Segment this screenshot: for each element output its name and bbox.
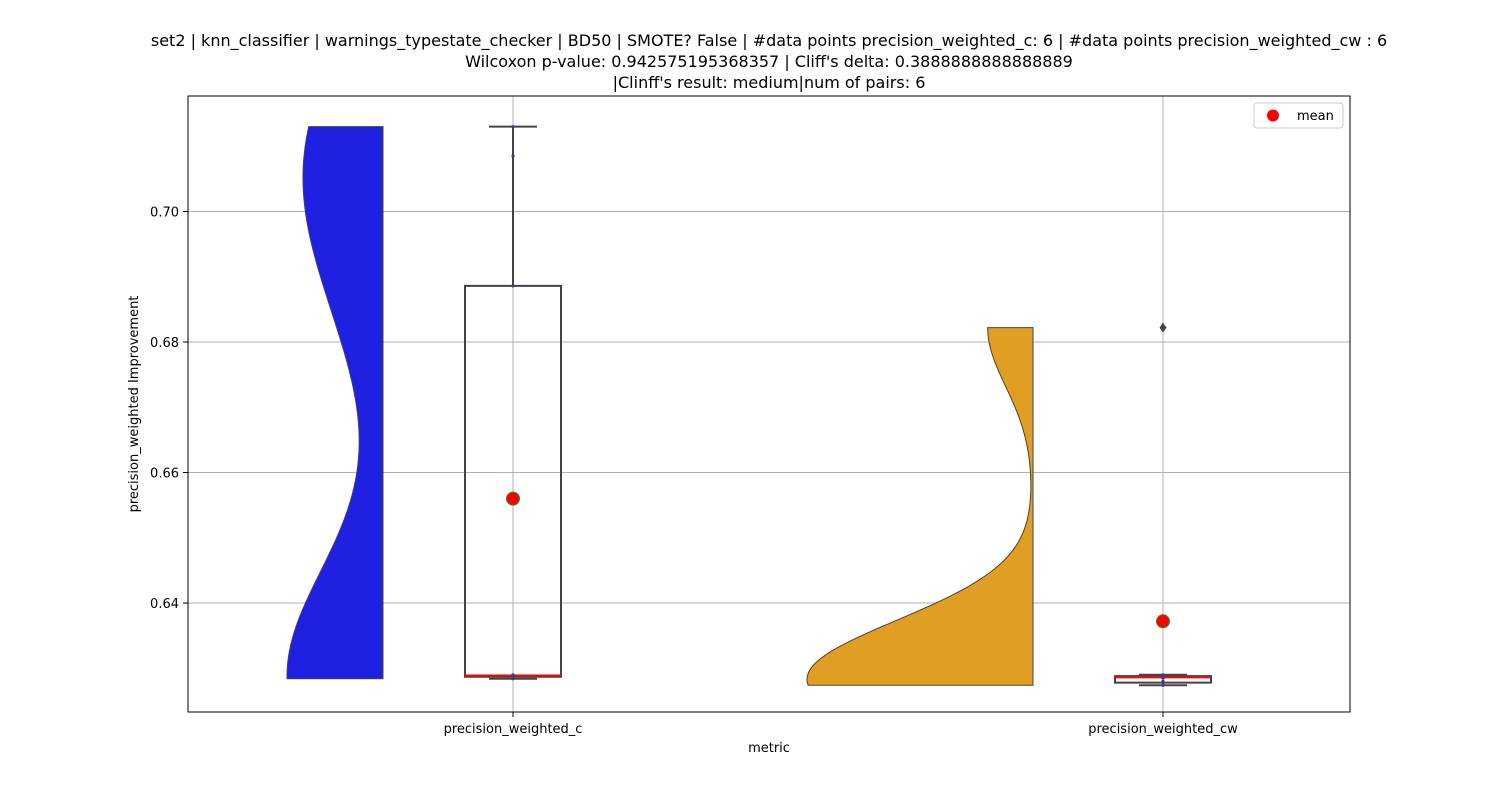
data-point: [511, 284, 515, 288]
legend-box: [1253, 102, 1344, 129]
chart-title-line-3: |Clinff's result: medium|num of pairs: 6: [612, 73, 926, 92]
y-tick-label: 0.68: [150, 336, 179, 351]
y-tick-label: 0.70: [150, 206, 179, 221]
x-tick-label: precision_weighted_c: [444, 722, 583, 737]
x-tick-label: precision_weighted_cw: [1088, 722, 1238, 737]
chart-title-line-1: set2 | knn_classifier | warnings_typesta…: [150, 31, 1388, 50]
data-point: [511, 154, 515, 158]
y-axis-label: precision_weighted Improvement: [127, 296, 142, 513]
box-plots: [464, 125, 1212, 687]
data-point: [1161, 683, 1165, 687]
outlier-marker: [1159, 322, 1167, 333]
data-point: [511, 125, 515, 129]
legend: mean: [1253, 102, 1344, 129]
legend-label: mean: [1297, 109, 1334, 124]
data-point: [511, 673, 515, 677]
violin-precision_weighted_c: [286, 126, 384, 680]
axes: 0.64 0.66 0.68 0.70 precision_weighted_c prec…: [127, 95, 1351, 756]
y-tick-label: 0.66: [150, 467, 179, 482]
mean-marker: [506, 491, 520, 506]
x-axis-label: metric: [748, 741, 790, 756]
plot-frame: [187, 95, 1351, 713]
data-point: [1161, 673, 1165, 677]
violins: [286, 126, 1034, 686]
mean-marker: [1156, 614, 1170, 629]
violin-precision_weighted_cw: [806, 327, 1034, 686]
y-tick-label: 0.64: [150, 597, 179, 612]
chart-title-line-2: Wilcoxon p-value: 0.942575195368357 | Cl…: [465, 52, 1073, 71]
data-point: [1161, 679, 1165, 683]
legend-mean-marker: [1267, 109, 1279, 122]
data-point: [511, 677, 515, 681]
